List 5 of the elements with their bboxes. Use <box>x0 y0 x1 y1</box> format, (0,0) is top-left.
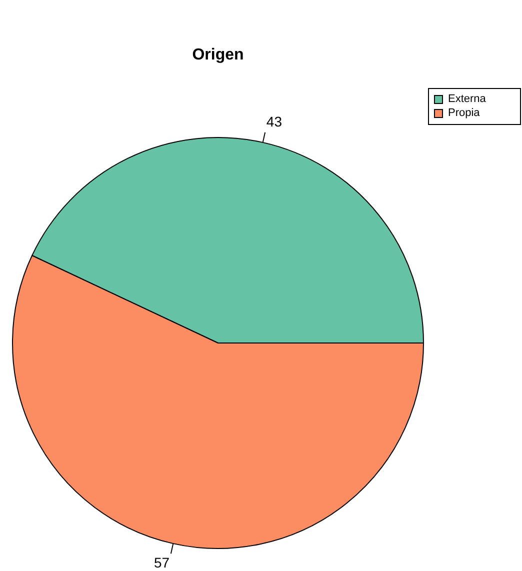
legend-label: Propia <box>448 107 481 120</box>
data-label: 57 <box>154 554 170 570</box>
chart-title: Origen <box>192 46 244 64</box>
legend-label: Externa <box>448 93 487 106</box>
data-label: 43 <box>266 113 282 130</box>
